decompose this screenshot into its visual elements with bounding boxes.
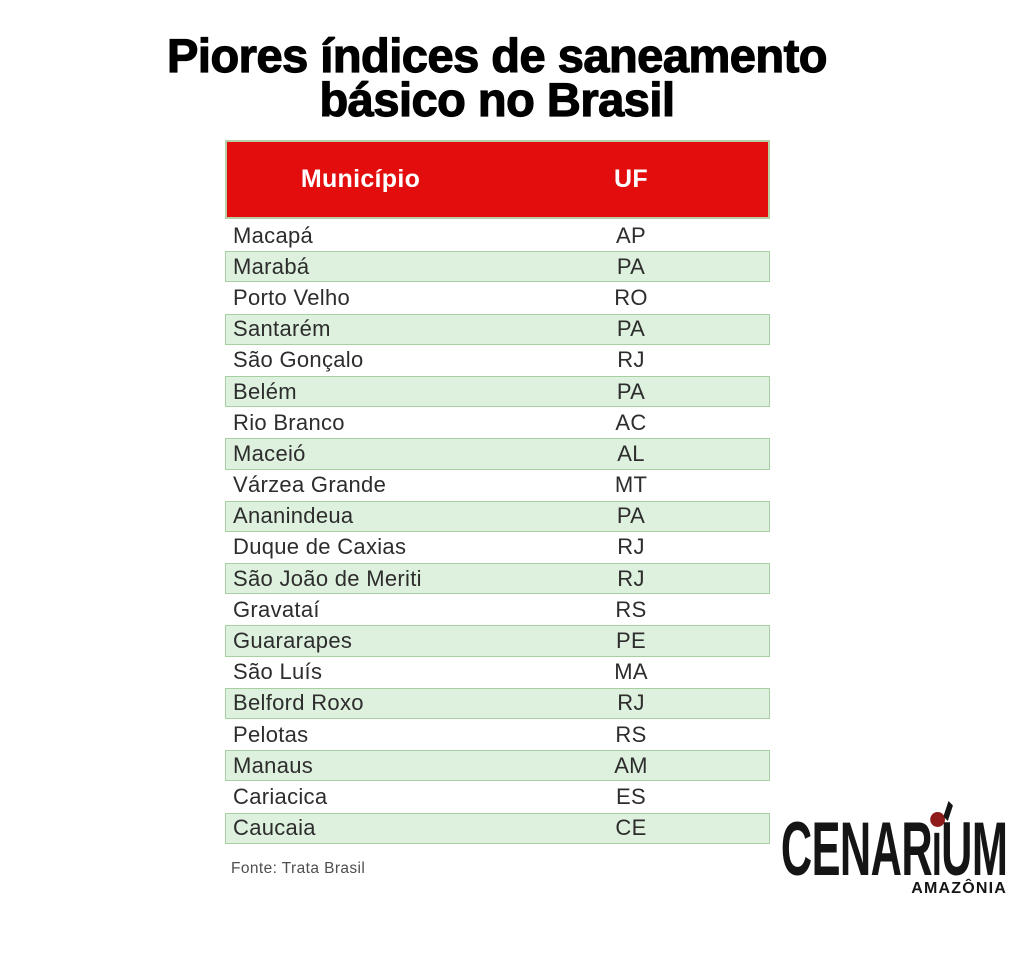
table-row: Cariacica ES xyxy=(225,781,770,812)
cell-municipio: Pelotas xyxy=(233,721,309,747)
cell-uf: PA xyxy=(616,378,646,404)
cell-uf: PA xyxy=(616,316,646,342)
cell-municipio: São João de Meriti xyxy=(233,565,422,591)
table-row: Pelotas RS xyxy=(225,719,770,750)
cell-uf: AL xyxy=(617,440,645,466)
logo-text-prefix: CENAR xyxy=(780,807,933,892)
cell-uf: RJ xyxy=(617,534,645,560)
cell-municipio: Várzea Grande xyxy=(233,472,387,498)
table-row: Gravataí RS xyxy=(225,594,770,625)
cell-uf: PE xyxy=(616,628,646,654)
cell-municipio: Porto Velho xyxy=(233,284,351,310)
table-row: Macapá AP xyxy=(225,220,770,251)
cell-municipio: Santarém xyxy=(233,316,331,342)
logo-letter-i: I xyxy=(929,812,945,888)
cenarium-wordmark: CENARI U M xyxy=(781,800,1008,892)
logo-subtitle: AMAZÔNIA xyxy=(911,880,1007,897)
table-row: Rio Branco AC xyxy=(225,407,770,438)
column-header-municipio: Município xyxy=(300,165,421,193)
table-row: Manaus AM xyxy=(225,750,770,782)
cell-municipio: São Gonçalo xyxy=(233,347,364,373)
page-title: Piores índices de saneamento básico no B… xyxy=(0,29,994,126)
table-row: Guararapes PE xyxy=(225,625,770,657)
source-note: Fonte: Trata Brasil xyxy=(231,860,366,877)
cell-municipio: São Luís xyxy=(233,659,323,685)
table-row: Várzea Grande MT xyxy=(225,470,770,501)
title-line-1: Piores índices de saneamento xyxy=(166,29,828,82)
cell-uf: RJ xyxy=(617,565,645,591)
logo-letter-u-glyph: U xyxy=(940,807,972,892)
cell-municipio: Cariacica xyxy=(233,783,328,809)
cell-municipio: Manaus xyxy=(233,752,314,778)
cell-uf: ES xyxy=(616,783,646,809)
logo-letter-u: U xyxy=(940,800,972,892)
cell-municipio: Ananindeua xyxy=(233,503,354,529)
logo-letter-i-glyph: I xyxy=(931,820,942,888)
cell-municipio: Gravataí xyxy=(233,596,320,622)
table-row: São Luís MA xyxy=(225,657,770,688)
column-header-uf: UF xyxy=(614,165,648,193)
cell-municipio: Marabá xyxy=(233,253,310,279)
cell-uf: PA xyxy=(616,253,646,279)
cell-uf: RS xyxy=(615,596,647,622)
cell-municipio: Rio Branco xyxy=(233,409,345,435)
table-row: Belford Roxo RJ xyxy=(225,687,770,719)
table-row: Belém PA xyxy=(225,375,770,408)
cell-uf: RJ xyxy=(617,690,645,716)
table-row: Maceió AL xyxy=(225,438,770,470)
cell-uf: AM xyxy=(614,752,648,778)
cell-uf: CE xyxy=(615,815,647,841)
cenarium-logo: CENARI U M AMAZÔNIA xyxy=(610,800,1008,897)
table-row: Porto Velho RO xyxy=(225,282,770,313)
cell-municipio: Macapá xyxy=(233,222,314,248)
cell-uf: RS xyxy=(615,721,647,747)
table-row: Caucaia CE xyxy=(225,812,770,844)
cell-uf: RO xyxy=(614,284,648,310)
logo-text-suffix: M xyxy=(971,807,1007,892)
cell-municipio: Duque de Caxias xyxy=(233,534,407,560)
cell-uf: AP xyxy=(616,222,646,248)
logo-red-dot-icon xyxy=(929,812,945,827)
title-line-2: básico no Brasil xyxy=(319,73,676,126)
cell-uf: PA xyxy=(616,503,646,529)
cell-municipio: Belford Roxo xyxy=(233,690,364,716)
sanitation-table: Município UF Macapá AP Marabá PA Porto Vel… xyxy=(225,140,770,844)
cell-uf: MT xyxy=(614,472,648,498)
cell-municipio: Caucaia xyxy=(233,815,316,841)
table-row: São Gonçalo RJ xyxy=(225,345,770,376)
cell-municipio: Belém xyxy=(233,378,297,404)
cell-uf: MA xyxy=(614,659,648,685)
table-row: Ananindeua PA xyxy=(225,500,770,532)
cell-uf: AC xyxy=(615,409,647,435)
table-header-row: Município UF xyxy=(225,140,770,219)
table-row: São João de Meriti RJ xyxy=(225,563,770,595)
table-row: Duque de Caxias RJ xyxy=(225,532,770,563)
cell-municipio: Guararapes xyxy=(233,628,353,654)
table-row: Marabá PA xyxy=(225,251,770,283)
cell-municipio: Maceió xyxy=(233,440,306,466)
cell-uf: RJ xyxy=(617,347,645,373)
table-body: Macapá AP Marabá PA Porto Velho RO Santarém… xyxy=(225,220,770,844)
table-row: Santarém PA xyxy=(225,313,770,345)
